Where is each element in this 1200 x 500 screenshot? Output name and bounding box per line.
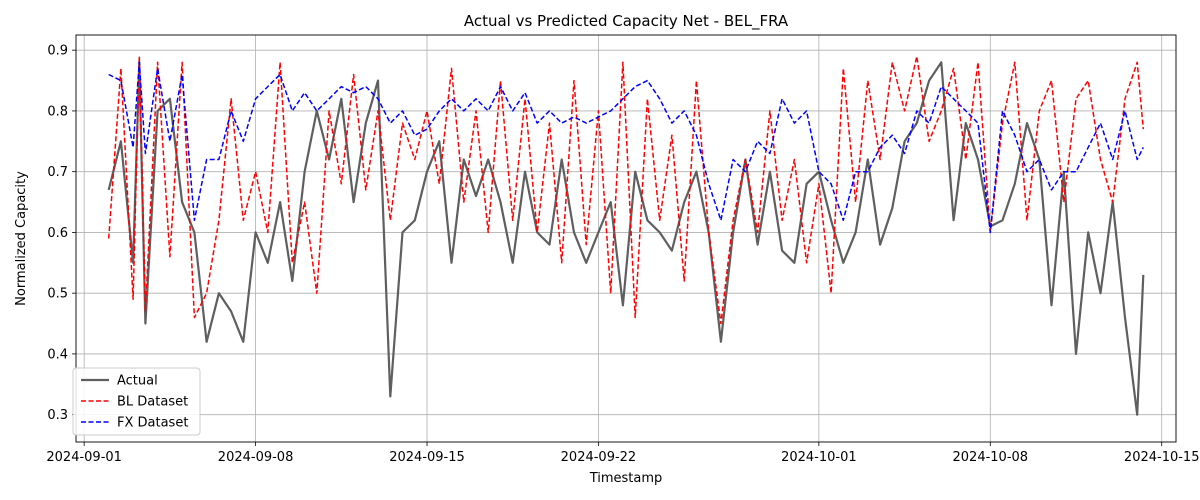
- legend: Actual BL Dataset FX Dataset: [72, 367, 201, 436]
- x-axis-label: Timestamp: [589, 471, 663, 486]
- legend-label: Actual: [117, 374, 158, 389]
- x-tick-label: 2024-10-08: [953, 450, 1029, 465]
- y-tick-label: 0.3: [47, 408, 68, 423]
- x-tick-label: 2024-09-15: [389, 450, 465, 465]
- series-layer: [107, 55, 1145, 416]
- y-tick-label: 0.8: [47, 104, 68, 119]
- y-tick-label: 0.5: [47, 287, 68, 302]
- grid: [76, 35, 1176, 442]
- x-tick-label: 2024-10-15: [1124, 450, 1200, 465]
- x-tick-label: 2024-09-08: [218, 450, 294, 465]
- series-line-fx-dataset: [108, 61, 1144, 234]
- y-tick-label: 0.7: [47, 165, 68, 180]
- y-tick-label: 0.6: [47, 226, 68, 241]
- plot-frame: [75, 34, 1177, 443]
- axis-ticks: 2024-09-01 2024-09-08 2024-09-15 2024-09-22…: [46, 44, 1199, 465]
- series-line-bl-dataset: [107, 55, 1145, 325]
- y-axis-label: Normalized Capacity: [14, 171, 29, 306]
- x-tick-label: 2024-09-01: [46, 450, 122, 465]
- x-tick-label: 2024-10-01: [781, 450, 857, 465]
- legend-label: BL Dataset: [117, 395, 188, 410]
- series-line-actual: [107, 61, 1145, 416]
- chart-title: Actual vs Predicted Capacity Net - BEL_F…: [464, 12, 789, 31]
- legend-label: FX Dataset: [117, 416, 188, 431]
- y-tick-label: 0.9: [47, 44, 68, 59]
- y-tick-label: 0.4: [47, 347, 68, 362]
- x-tick-label: 2024-09-22: [561, 450, 637, 465]
- legend-box: [72, 367, 201, 436]
